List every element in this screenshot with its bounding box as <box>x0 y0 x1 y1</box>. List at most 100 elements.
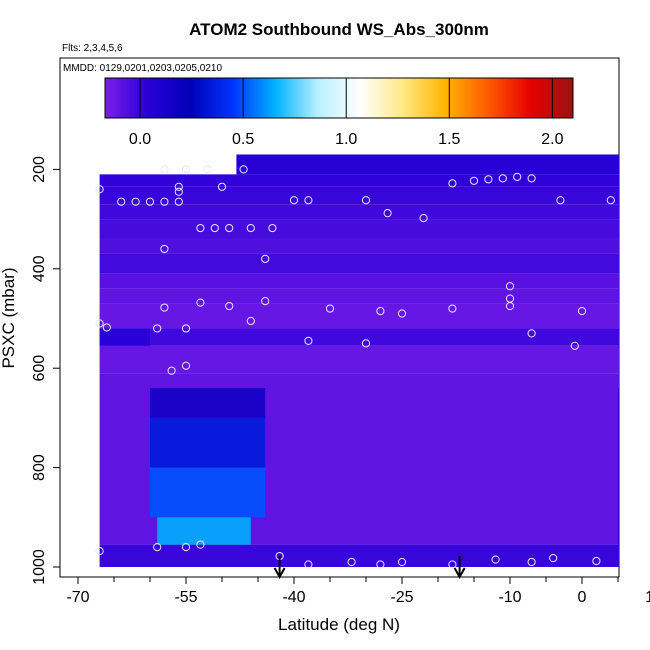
sample-point <box>527 557 536 567</box>
sample-point <box>397 309 407 318</box>
y-tick-label: 600 <box>31 355 48 382</box>
x-tick-label: -40 <box>282 589 305 606</box>
sample-point <box>527 329 536 338</box>
colorbar-tick-label: 0.5 <box>232 131 254 148</box>
sample-point <box>181 361 191 370</box>
heatmap-band-3 <box>99 204 619 220</box>
y-tick-label: 200 <box>31 156 48 183</box>
sample-point <box>498 174 507 183</box>
sample-point <box>95 185 104 194</box>
y-axis-label: PSXC (mbar) <box>0 267 18 368</box>
x-tick-label: 10 <box>645 589 650 606</box>
x-tick-label: -10 <box>498 589 521 606</box>
heatmap-hotspot-3 <box>150 467 266 518</box>
sample-point <box>160 197 169 206</box>
sample-point <box>261 297 270 306</box>
sample-point <box>491 555 500 564</box>
sample-point <box>469 176 479 185</box>
x-tick-label: 0 <box>578 589 587 606</box>
chart-title: ATOM2 Southbound WS_Abs_300nm <box>189 20 489 39</box>
heatmap-band-2 <box>99 186 619 205</box>
sample-point <box>239 165 248 174</box>
sample-point <box>448 304 457 313</box>
sample-point <box>527 174 536 183</box>
sample-point <box>304 560 313 569</box>
heatmap-band-8 <box>99 288 619 304</box>
sample-point <box>347 557 356 567</box>
heatmap-band-7 <box>99 273 619 289</box>
sample-point <box>304 336 313 345</box>
heatmap-band-10 <box>99 328 619 346</box>
heatmap-band-9 <box>99 303 619 329</box>
sample-point <box>577 306 587 316</box>
sample-point <box>383 209 392 218</box>
sample-point <box>289 196 299 205</box>
sample-point <box>153 324 162 333</box>
sample-point <box>160 303 169 312</box>
sample-point <box>181 324 191 333</box>
sample-point <box>397 557 407 567</box>
heatmap-band-6 <box>99 253 619 274</box>
sample-point <box>225 301 234 311</box>
sample-point <box>361 196 371 205</box>
sample-point <box>419 214 428 223</box>
heatmap-band-13 <box>99 544 619 567</box>
sample-point <box>145 197 155 206</box>
sample-point <box>636 556 643 563</box>
heatmap-band-4 <box>99 219 619 239</box>
sample-point <box>217 182 227 191</box>
sample-point <box>95 546 104 556</box>
sample-point <box>131 197 140 206</box>
heatmap-cells <box>99 154 619 567</box>
sample-point <box>174 182 183 191</box>
sample-point <box>304 196 313 205</box>
sample-point <box>153 543 162 552</box>
sample-point <box>261 254 270 263</box>
sample-point <box>376 560 385 569</box>
sample-point <box>505 282 515 291</box>
sample-point <box>196 298 205 307</box>
sample-point <box>592 556 601 566</box>
sample-point <box>246 223 255 233</box>
sample-point <box>448 179 457 188</box>
sample-point <box>181 543 191 552</box>
y-tick-label: 400 <box>31 255 48 282</box>
heatmap-hotspot-6 <box>618 388 619 545</box>
colorbar-gradient <box>104 77 574 119</box>
heatmap-hotspot-4 <box>157 517 251 545</box>
flights-subtitle: Flts: 2,3,4,5,6 <box>62 43 123 54</box>
y-axis: 200 400 600 800 1000 <box>31 58 61 585</box>
sample-point <box>102 323 111 332</box>
sample-point <box>174 187 183 196</box>
x-axis-label: Latitude (deg N) <box>278 615 400 634</box>
heatmap-band-11 <box>99 345 619 374</box>
heatmap-hotspot-1 <box>150 388 266 418</box>
x-axis: -70-55-40-25-1001020304050607080 <box>60 576 650 606</box>
heatmap-hotspot-2 <box>150 417 266 468</box>
colorbar-tick-label: 1.5 <box>438 131 460 148</box>
sample-point <box>570 341 579 350</box>
heatmap-band-1 <box>99 174 619 187</box>
sample-point <box>513 172 522 181</box>
y-tick-label: 1000 <box>31 549 48 585</box>
x-tick-label: -70 <box>66 589 89 606</box>
sample-point <box>556 196 565 205</box>
sample-point <box>160 165 169 174</box>
dates-subtitle: MMDD: 0129,0201,0203,0205,0210 <box>63 63 222 74</box>
sample-point <box>167 366 176 375</box>
sample-point <box>622 197 629 204</box>
sample-point <box>95 319 104 328</box>
sample-point <box>448 560 457 569</box>
x-tick-label: -25 <box>390 589 413 606</box>
sample-point <box>196 540 205 549</box>
y-tick-label: 800 <box>31 454 48 481</box>
sample-point <box>606 196 615 205</box>
sample-point <box>505 301 515 311</box>
heatmap-band-5 <box>99 238 619 254</box>
sample-point <box>484 175 493 184</box>
sample-point <box>246 316 255 326</box>
sample-point <box>622 327 629 334</box>
sample-point <box>181 165 191 174</box>
sample-point <box>268 223 277 233</box>
